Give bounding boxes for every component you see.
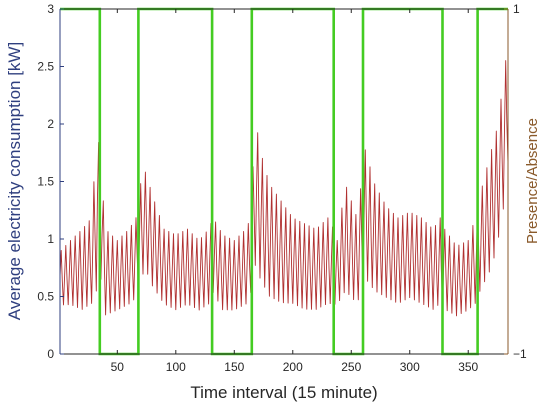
- y-tick-label: 2: [47, 117, 54, 131]
- y-tick-label: 1: [47, 232, 54, 246]
- x-tick-label: 300: [400, 360, 420, 374]
- x-tick-label: 200: [283, 360, 303, 374]
- y-tick-label: 0.5: [37, 290, 54, 304]
- x-axis-label: Time interval (15 minute): [190, 383, 377, 402]
- x-tick-label: 250: [341, 360, 361, 374]
- plot-area: [60, 9, 508, 354]
- series-consumption-line: [59, 60, 509, 317]
- x-tick-label: 150: [224, 360, 244, 374]
- y-tick-label: 0: [47, 347, 54, 361]
- y-axis-label-right: Presence/Absence: [524, 118, 541, 244]
- x-tick-label: 350: [458, 360, 478, 374]
- y-right-tick-label: 1: [513, 2, 520, 16]
- y-axis-label-left: Average electricity consumption [kW]: [5, 42, 24, 320]
- y-right-tick-label: −1: [513, 347, 527, 361]
- y-tick-label: 3: [47, 2, 54, 16]
- axes-group: 50 100 150 200 250 300 350 0 0.5 1 1.5 2 2.5 3 −1 1: [37, 2, 527, 374]
- y-tick-label: 1.5: [37, 175, 54, 189]
- x-tick-label: 50: [111, 360, 125, 374]
- x-tick-label: 100: [166, 360, 186, 374]
- y-tick-label: 2.5: [37, 60, 54, 74]
